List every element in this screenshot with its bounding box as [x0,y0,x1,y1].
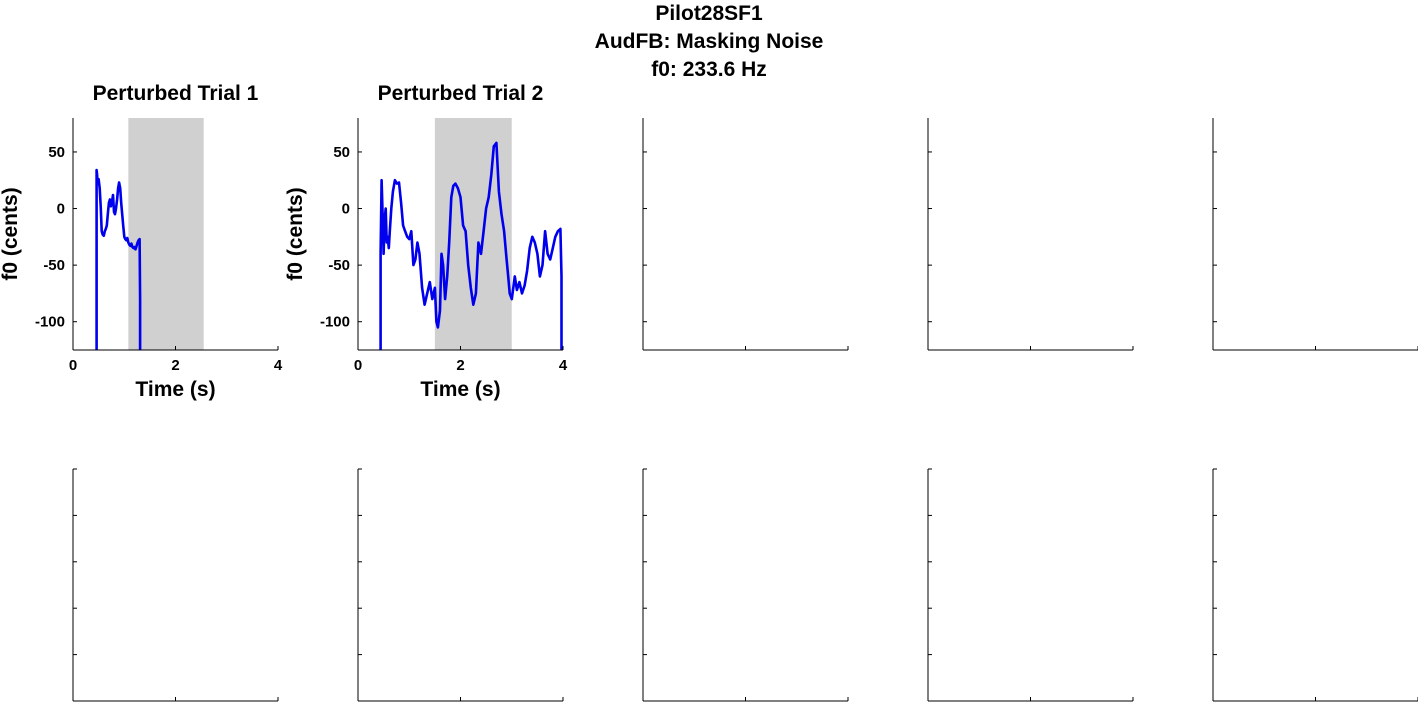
panel-2-f0-trace-1 [379,141,563,350]
panel-1-y-tick-label-1: 0 [57,201,65,218]
panel-1-y-tick-label-2: -50 [43,257,65,274]
figure-title: Pilot28SF1 AudFB: Masking Noise f0: 233.… [0,0,1418,84]
panel-1-x-tick-label-1: 2 [171,357,179,374]
panel-1-title: Perturbed Trial 1 [93,82,259,105]
panel-2-x-axis-label: Time (s) [420,378,500,401]
panel-2-y-axis-label: f0 (cents) [284,187,307,280]
panel-7 [357,468,564,702]
panel-6 [72,468,279,702]
panel-1-x-tick-label-0: 0 [69,357,77,374]
panel-1-y-tick-label-3: -100 [35,314,65,331]
panel-2-x-tick-label-1: 2 [456,357,464,374]
panel-1-y-axis-label: f0 (cents) [0,187,22,280]
panel-2-x-tick-label-0: 0 [354,357,362,374]
figure-title-line-1: Pilot28SF1 [655,2,763,25]
panel-2-y-tick-label-3: -100 [320,314,350,331]
panel-2-y-tick-label-0: 50 [333,144,350,161]
figure-title-line-2: AudFB: Masking Noise [594,30,824,53]
panel-2-y-tick-label-1: 0 [342,201,350,218]
panel-2-y-tick-label-2: -50 [328,257,350,274]
panel-4 [927,118,1134,351]
panel-2-perturbation-window [434,118,512,350]
panel-9 [927,468,1134,702]
panel-1: 50 0 -50 -100 0 2 4 Perturbed Trial 1 Time (s) f0… [0,82,283,401]
panel-1-x-axis-label: Time (s) [135,378,215,401]
panel-5 [1212,118,1418,351]
panel-3 [642,118,849,351]
panel-1-x-tick-label-2: 4 [274,357,283,374]
panel-1-f0-trace-1 [95,168,142,350]
panel-10 [1212,468,1418,702]
panel-2: 50 0 -50 -100 0 2 4 Perturbed Trial 2 Time (s) f0… [284,82,568,401]
panel-1-y-tick-label-0: 50 [48,144,65,161]
panel-2-title: Perturbed Trial 2 [378,82,544,105]
panel-2-x-tick-label-2: 4 [559,357,568,374]
figure-title-line-3: f0: 233.6 Hz [651,58,767,81]
panel-8 [642,468,849,702]
